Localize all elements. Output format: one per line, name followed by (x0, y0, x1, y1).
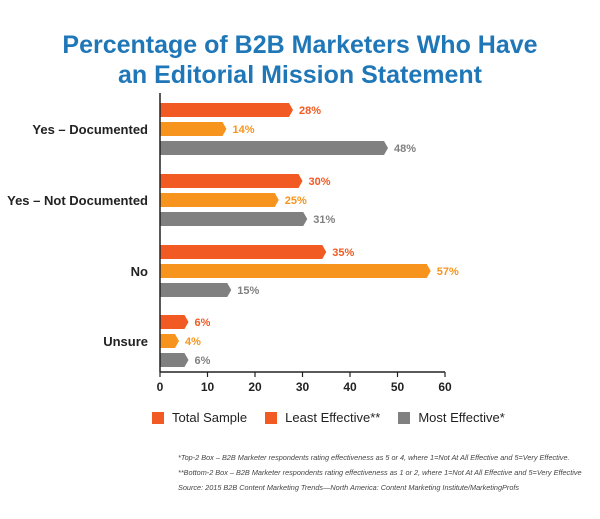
x-tick-label-40: 40 (343, 380, 357, 394)
legend-label-least-effective: Least Effective** (285, 410, 381, 425)
x-tick-label-60: 60 (438, 380, 452, 394)
bar-yes-documented-s2 (160, 122, 227, 136)
category-label-yes-documented: Yes – Documented (32, 122, 148, 137)
legend-item-most-effective: Most Effective* (398, 410, 505, 425)
footnote-bottom-2-box: **Bottom-2 Box – B2B Marketer respondent… (178, 468, 582, 477)
footnotes: *Top-2 Box – B2B Marketer respondents ra… (178, 450, 588, 495)
chart-title: Percentage of B2B Marketers Who Have an … (0, 30, 600, 90)
bar-unsure-s3 (160, 353, 189, 367)
bar-yes-documented-s1 (160, 103, 293, 117)
data-label-no-s1: 35% (332, 247, 354, 259)
bar-no-s3 (160, 283, 232, 297)
bar-no-s2 (160, 264, 431, 278)
category-label-unsure: Unsure (103, 334, 148, 349)
bar-chart: 28% 14% 48% Yes – Documented 30%25% 31% Yes – … (7, 93, 459, 394)
bar-unsure-s2 (160, 334, 179, 348)
bar-yes-not-documented-s2 (160, 193, 279, 207)
data-label-yes-not-documented-s1: 30% (309, 176, 331, 188)
legend-item-least-effective: Least Effective** (265, 410, 380, 425)
data-label-no-s3: 15% (237, 285, 259, 297)
legend-swatch-total-sample (152, 411, 164, 424)
category-label-no: No (131, 264, 148, 279)
x-tick-label-30: 30 (296, 380, 310, 394)
data-label-no-s2: 57% (437, 266, 459, 278)
legend: Total Sample Least Effective** Most Effe… (152, 410, 505, 425)
x-tick-label-0: 0 (157, 380, 164, 394)
legend-label-most-effective: Most Effective* (418, 410, 505, 425)
bar-no-s1 (160, 245, 327, 259)
bar-yes-not-documented-s3 (160, 212, 308, 226)
x-tick-label-10: 10 (201, 380, 215, 394)
data-label-yes-not-documented-s2: 25% (285, 195, 307, 207)
data-label-yes-documented-s2: 14% (233, 124, 255, 136)
legend-item-total-sample: Total Sample (152, 410, 247, 425)
data-label-yes-documented-s3: 48% (394, 143, 416, 155)
bar-unsure-s1 (160, 315, 189, 329)
footnote-top-2-box: *Top-2 Box – B2B Marketer respondents ra… (178, 453, 570, 462)
data-label-yes-documented-s1: 28% (299, 105, 321, 117)
category-label-yes-not-documented: Yes – Not Documented (7, 193, 148, 208)
data-label-unsure-s3: 6% (195, 355, 211, 367)
x-tick-label-20: 20 (248, 380, 262, 394)
legend-swatch-most-effective (398, 411, 411, 424)
footnote-source: Source: 2015 B2B Content Marketing Trend… (178, 483, 520, 492)
data-label-unsure-s1: 6% (195, 317, 211, 329)
data-label-yes-not-documented-s3: 31% (313, 214, 335, 226)
data-label-unsure-s2: 4% (185, 336, 201, 348)
x-tick-label-50: 50 (391, 380, 405, 394)
chart-title-line-1: Percentage of B2B Marketers Who Have (62, 31, 538, 59)
bar-yes-documented-s3 (160, 141, 388, 155)
legend-label-total-sample: Total Sample (172, 410, 248, 425)
chart-title-line-2: an Editorial Mission Statement (118, 61, 482, 89)
bar-yes-not-documented-s1 (160, 174, 303, 188)
legend-swatch-least-effective (265, 411, 278, 424)
